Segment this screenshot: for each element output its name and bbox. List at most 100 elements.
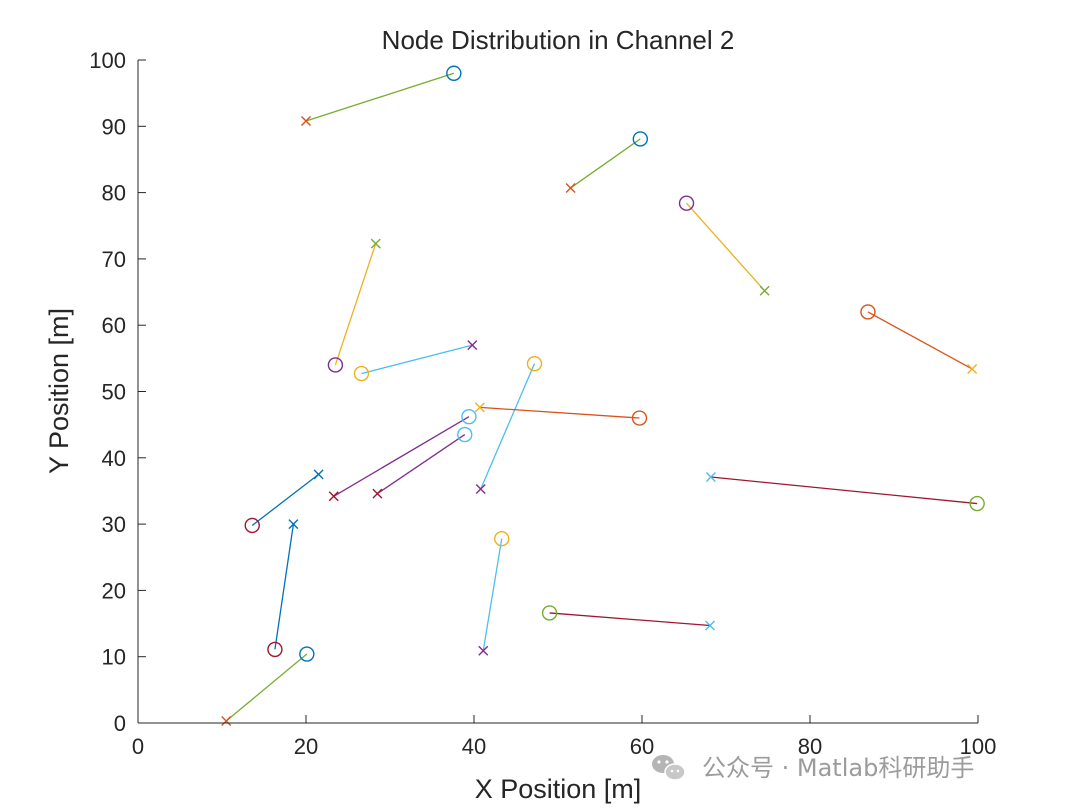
node-pair-4 xyxy=(327,238,381,373)
receiver-marker xyxy=(372,488,383,499)
transmitter-marker xyxy=(446,65,462,81)
link-line xyxy=(377,434,466,495)
receiver-marker-stroke xyxy=(328,491,339,502)
receiver-marker xyxy=(474,402,485,413)
node-pair-7 xyxy=(475,355,543,494)
transmitter-marker xyxy=(461,408,477,425)
transmitter-marker xyxy=(327,357,344,373)
receiver-marker-stroke xyxy=(221,716,232,727)
node-pair-6 xyxy=(353,340,478,382)
receiver-marker-stroke xyxy=(478,645,489,656)
receiver-marker xyxy=(313,469,324,480)
link-line xyxy=(225,653,308,722)
y-tick-label: 0 xyxy=(114,711,126,736)
transmitter-marker xyxy=(353,365,370,382)
receiver-marker-stroke xyxy=(313,469,324,480)
link-line xyxy=(549,612,711,627)
link-line xyxy=(482,538,503,651)
receiver-marker xyxy=(759,285,770,296)
receiver-marker-stroke xyxy=(475,483,486,494)
transmitter-marker xyxy=(969,495,985,512)
receiver-marker-stroke xyxy=(705,620,716,631)
receiver-marker-stroke xyxy=(467,340,478,351)
transmitter-marker xyxy=(494,530,510,547)
link-line xyxy=(334,243,377,366)
receiver-marker xyxy=(221,716,232,727)
x-axis-label: X Position [m] xyxy=(475,774,642,804)
link-line xyxy=(251,473,319,526)
receiver-marker-stroke xyxy=(565,182,576,193)
node-pair-15 xyxy=(541,605,716,631)
receiver-marker xyxy=(475,483,486,494)
receiver-marker xyxy=(705,472,716,483)
ticks-layer: 0 20 40 60 80 100 0 10 20 30 40 50 60 70 80 90 100 xyxy=(89,48,996,759)
link-line xyxy=(867,311,973,370)
receiver-marker-stroke xyxy=(474,402,485,413)
receiver-marker xyxy=(565,182,576,193)
link-line xyxy=(570,138,641,189)
axes-layer xyxy=(137,60,978,724)
link-line xyxy=(480,363,536,490)
y-tick-label: 20 xyxy=(102,578,126,603)
pairs-layer xyxy=(221,65,985,727)
receiver-marker xyxy=(370,238,381,249)
link-line xyxy=(710,476,978,505)
watermark: 公众号 · Matlab科研助手 xyxy=(652,754,974,782)
receiver-marker-stroke xyxy=(705,472,716,483)
y-tick-label: 10 xyxy=(102,645,126,670)
y-tick-label: 70 xyxy=(102,247,126,272)
node-pair-8 xyxy=(474,402,648,426)
node-pair-5 xyxy=(860,304,978,374)
chart-title: Node Distribution in Channel 2 xyxy=(382,25,735,55)
receiver-marker-stroke xyxy=(288,519,299,530)
link-line xyxy=(479,406,640,419)
node-pair-2 xyxy=(565,131,649,193)
receiver-marker xyxy=(288,519,299,530)
receiver-marker xyxy=(301,116,311,126)
link-line xyxy=(361,344,473,375)
x-tick-label: 40 xyxy=(462,734,486,759)
node-pair-1 xyxy=(301,65,462,126)
receiver-marker-stroke xyxy=(967,363,978,374)
y-axis-label: Y Position [m] xyxy=(44,308,74,474)
x-tick-label: 20 xyxy=(294,734,318,759)
receiver-marker xyxy=(967,363,978,374)
y-tick-label: 40 xyxy=(102,446,126,471)
receiver-marker-stroke xyxy=(301,116,311,126)
transmitter-marker xyxy=(244,517,260,534)
y-tick-label: 80 xyxy=(102,181,126,206)
y-tick-label: 30 xyxy=(102,512,126,537)
receiver-marker xyxy=(705,620,716,631)
y-tick-label: 60 xyxy=(102,313,126,338)
transmitter-marker xyxy=(267,641,283,658)
receiver-marker xyxy=(467,340,478,351)
transmitter-marker xyxy=(678,195,695,211)
link-line xyxy=(274,524,295,650)
transmitter-marker xyxy=(860,304,876,320)
node-pair-13 xyxy=(267,519,299,658)
node-pair-14 xyxy=(478,530,510,656)
transmitter-marker xyxy=(299,646,315,662)
wechat-icon xyxy=(652,755,686,781)
receiver-marker-stroke xyxy=(370,238,381,249)
receiver-marker xyxy=(328,491,339,502)
node-pair-16 xyxy=(221,646,315,727)
node-pair-10 xyxy=(372,426,473,499)
y-tick-label: 50 xyxy=(102,380,126,405)
receiver-marker-stroke xyxy=(759,285,770,296)
node-pair-11 xyxy=(705,472,985,512)
x-tick-label: 100 xyxy=(960,734,997,759)
transmitter-marker xyxy=(632,131,649,147)
x-tick-label: 80 xyxy=(798,734,822,759)
link-line xyxy=(333,416,470,497)
transmitter-marker xyxy=(541,605,558,621)
node-pair-9 xyxy=(328,408,477,502)
y-tick-label: 90 xyxy=(102,114,126,139)
transmitter-marker xyxy=(631,410,648,426)
x-tick-label: 0 xyxy=(132,734,144,759)
node-pair-12 xyxy=(244,469,324,534)
node-pair-3 xyxy=(678,195,770,296)
watermark-text: 公众号 · Matlab科研助手 xyxy=(702,754,974,782)
receiver-marker-stroke xyxy=(372,488,383,499)
